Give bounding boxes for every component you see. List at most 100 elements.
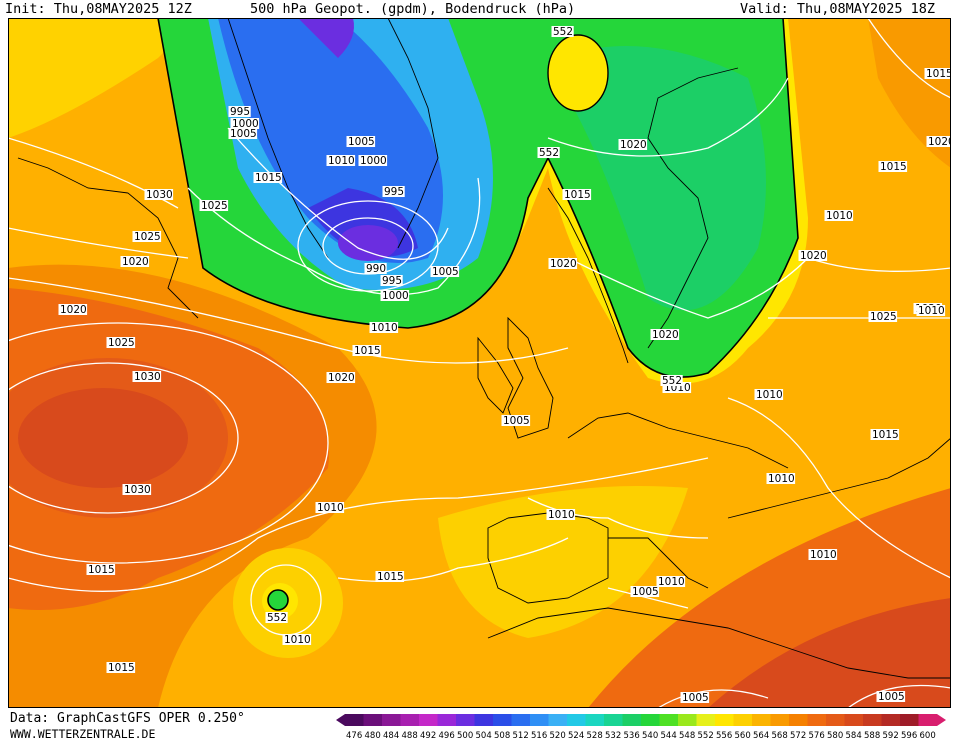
scale-tick-label: 556	[716, 731, 732, 741]
pressure-label: 1025	[199, 200, 229, 212]
scale-swatch	[881, 714, 900, 726]
svg-text:1020: 1020	[550, 258, 577, 270]
scale-min-arrow	[336, 714, 345, 726]
svg-text:1030: 1030	[134, 371, 161, 383]
pressure-label: 990	[364, 263, 387, 275]
scale-swatch	[400, 714, 419, 726]
svg-text:1010: 1010	[826, 210, 853, 222]
svg-text:1020: 1020	[328, 372, 355, 384]
scale-swatch	[844, 714, 863, 726]
scale-swatch	[863, 714, 882, 726]
scale-tick-label: 544	[661, 731, 677, 741]
isobar-1000-low	[227, 127, 449, 260]
scale-tick-label: 508	[494, 731, 510, 741]
isobar-995-low	[297, 200, 439, 292]
scale-tick-label: 592	[883, 731, 899, 741]
pressure-label: 1030	[122, 484, 152, 496]
scale-swatch	[659, 714, 678, 726]
svg-text:1000: 1000	[360, 155, 387, 167]
svg-text:1010: 1010	[317, 502, 344, 514]
coast-sweden-finland	[647, 67, 739, 349]
coast-greenland-east	[387, 18, 439, 249]
svg-text:1005: 1005	[348, 136, 375, 148]
map-title: 500 hPa Geopot. (gpdm), Bodendruck (hPa)	[250, 1, 576, 17]
coast-europe-north	[567, 412, 789, 469]
scale-swatch	[456, 714, 475, 726]
field-nw-yellow	[8, 18, 198, 138]
scale-tick-label: 484	[383, 731, 399, 741]
field-yellow-blob	[548, 35, 608, 111]
scale-swatch	[604, 714, 623, 726]
scale-tick-label: 540	[642, 731, 658, 741]
svg-text:552: 552	[553, 26, 573, 38]
scale-swatch	[382, 714, 401, 726]
svg-text:1020: 1020	[60, 304, 87, 316]
pressure-label: 1010	[824, 210, 854, 222]
scale-tick-label: 520	[550, 731, 566, 741]
isobar-1015-scandinavia	[567, 257, 809, 319]
scale-swatch	[641, 714, 660, 726]
coast-ireland	[477, 336, 514, 414]
scale-tick-label: 572	[790, 731, 806, 741]
scale-max-arrow	[937, 714, 946, 726]
map-canvas: 995 1000 1005 1005 1010 1000 1015 1025 1030 1025 1…	[8, 18, 951, 708]
svg-text:1010: 1010	[756, 389, 783, 401]
svg-text:1010: 1010	[371, 322, 398, 334]
svg-text:552: 552	[267, 612, 287, 624]
color-scale-legend: 476 480 484 488 492 496 500 504 508 512 516 520 524 5…	[336, 714, 946, 741]
svg-text:552: 552	[539, 147, 559, 159]
svg-text:1015: 1015	[926, 68, 951, 80]
svg-text:1010: 1010	[810, 549, 837, 561]
svg-text:1010: 1010	[284, 634, 311, 646]
scale-tick-label: 568	[772, 731, 788, 741]
geopot-label: 552	[551, 26, 574, 38]
coast-italy	[608, 537, 709, 589]
scale-tick-label: 516	[531, 731, 547, 741]
scale-swatch	[437, 714, 456, 726]
field-low-center	[338, 225, 398, 261]
scale-tick-label: 580	[827, 731, 843, 741]
pressure-labels: 995 1000 1005 1005 1010 1000 1015 1025 1030 1025 1…	[58, 68, 951, 704]
field-atlantic-high-core	[18, 388, 188, 488]
isobar-1010-africa	[657, 689, 769, 708]
svg-text:1025: 1025	[108, 337, 135, 349]
pressure-label: 1005	[346, 136, 376, 148]
field-green-north	[568, 46, 766, 311]
scale-swatch	[363, 714, 382, 726]
svg-text:1000: 1000	[232, 118, 259, 130]
svg-text:1015: 1015	[872, 429, 899, 441]
svg-text:1015: 1015	[880, 161, 907, 173]
scale-tick-label: 488	[402, 731, 418, 741]
svg-text:995: 995	[384, 186, 404, 198]
svg-text:1020: 1020	[928, 136, 951, 148]
valid-time-label: Valid: Thu,08MAY2025 18Z	[740, 1, 936, 17]
scale-swatch	[585, 714, 604, 726]
coast-africa-north	[487, 607, 951, 679]
scale-tick-label: 588	[864, 731, 880, 741]
scale-tick-label: 560	[735, 731, 751, 741]
isobar-1010-se	[847, 684, 951, 708]
svg-text:1020: 1020	[800, 250, 827, 262]
pressure-label: 1010	[369, 322, 399, 334]
scale-swatch	[622, 714, 641, 726]
svg-text:1010: 1010	[328, 155, 355, 167]
scale-tick-label: 492	[420, 731, 436, 741]
pressure-label: 1025	[868, 311, 898, 323]
field-europe-yellow	[438, 486, 688, 638]
pressure-label: 1010	[766, 473, 796, 485]
map-frame	[8, 18, 951, 708]
svg-text:1015: 1015	[108, 662, 135, 674]
scale-tick-label: 524	[568, 731, 584, 741]
scale-tick-label: 528	[587, 731, 603, 741]
pressure-label: 1000	[380, 290, 410, 302]
isobar-1010-low	[187, 177, 481, 296]
pressure-label: 995	[380, 275, 403, 287]
pressure-label: 1015	[878, 161, 908, 173]
scale-tick-label: 496	[439, 731, 455, 741]
svg-text:552: 552	[662, 375, 682, 387]
scale-tick-label: 596	[901, 731, 917, 741]
svg-text:1005: 1005	[878, 691, 905, 703]
svg-text:995: 995	[382, 275, 402, 287]
coast-black-sea	[727, 437, 951, 519]
pressure-label: 1010	[916, 305, 946, 317]
